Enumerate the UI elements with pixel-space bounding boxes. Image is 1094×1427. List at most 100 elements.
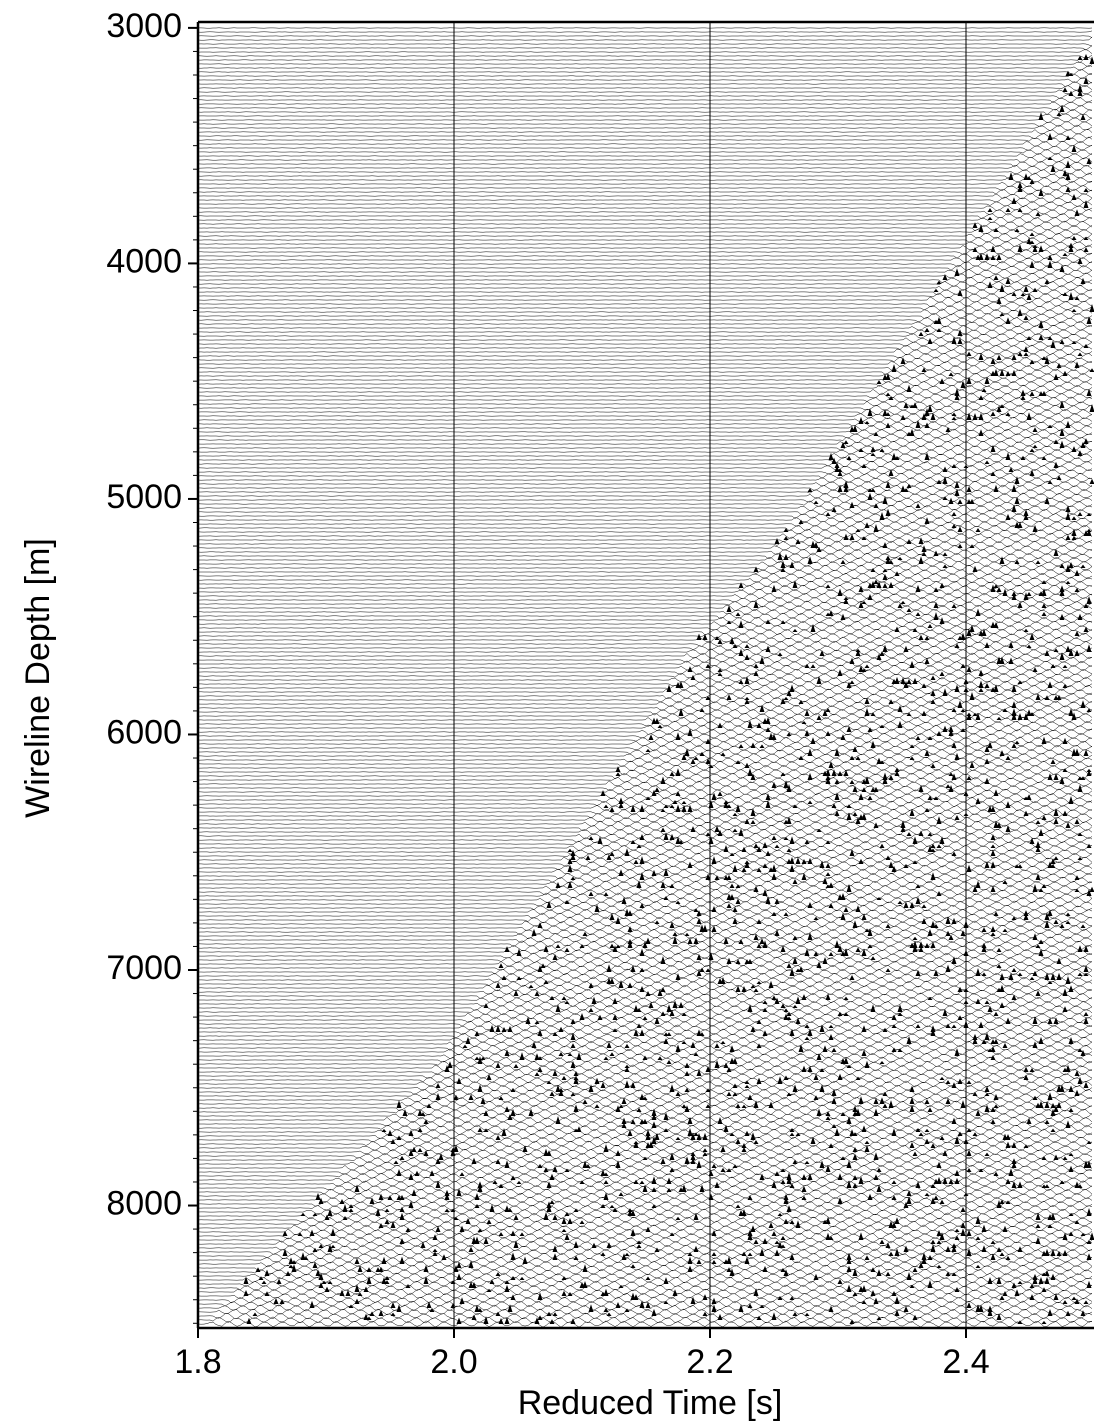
trace (197, 1072, 1093, 1080)
trace (197, 612, 1093, 620)
trace (197, 200, 1093, 208)
trace (197, 1252, 1093, 1260)
trace (197, 456, 1093, 464)
trace (197, 812, 1093, 820)
trace (197, 220, 1093, 228)
trace (198, 1268, 1093, 1276)
trace (197, 352, 1093, 359)
trace (197, 1160, 1093, 1168)
trace (197, 320, 1093, 328)
trace (198, 744, 1093, 752)
trace (197, 153, 1093, 160)
trace (197, 176, 1093, 184)
trace (197, 97, 1093, 104)
trace (198, 552, 1093, 560)
trace (198, 660, 1093, 668)
trace (197, 305, 1093, 312)
trace (197, 232, 1093, 240)
trace (197, 85, 1093, 91)
trace (197, 389, 1093, 396)
trace (197, 872, 1093, 880)
trace (197, 248, 1093, 256)
trace (197, 768, 1093, 776)
trace (197, 392, 1093, 400)
y-tick-label: 4000 (106, 242, 182, 280)
trace (197, 480, 1093, 488)
trace (197, 1108, 1093, 1116)
trace (197, 172, 1093, 180)
trace (197, 536, 1093, 544)
trace (197, 360, 1093, 368)
trace (197, 69, 1093, 75)
trace-peaks (243, 53, 1094, 1324)
trace (197, 712, 1093, 720)
trace (197, 1240, 1093, 1248)
trace (197, 308, 1093, 316)
trace (197, 224, 1093, 232)
trace (197, 576, 1093, 584)
y-tick-label: 3000 (106, 7, 182, 45)
trace (197, 30, 1093, 33)
trace (197, 57, 1093, 63)
trace (197, 736, 1093, 744)
trace (198, 121, 1093, 127)
trace (197, 680, 1093, 688)
trace (197, 1176, 1093, 1184)
trace (197, 169, 1093, 175)
trace (197, 1164, 1093, 1172)
trace (197, 848, 1093, 856)
trace (197, 420, 1093, 428)
trace (197, 528, 1093, 536)
trace (198, 540, 1093, 548)
trace (197, 460, 1093, 468)
trace (197, 1100, 1093, 1108)
trace (198, 244, 1093, 251)
trace (197, 788, 1093, 796)
trace (197, 792, 1093, 800)
trace (197, 117, 1093, 123)
trace (197, 1112, 1093, 1120)
trace (197, 328, 1093, 336)
trace (197, 1244, 1093, 1252)
trace (197, 904, 1093, 912)
trace (197, 61, 1093, 67)
trace (197, 928, 1093, 936)
x-axis-title: Reduced Time [s] (518, 1384, 783, 1422)
trace (197, 700, 1093, 708)
trace (197, 396, 1093, 404)
trace (198, 996, 1093, 1004)
trace (197, 732, 1093, 740)
trace (197, 844, 1093, 852)
trace (197, 800, 1093, 808)
trace (197, 1124, 1093, 1132)
trace (197, 696, 1093, 704)
trace (197, 1316, 1093, 1324)
trace (198, 196, 1093, 204)
trace (197, 824, 1093, 832)
trace (197, 900, 1093, 908)
trace (197, 212, 1093, 220)
trace (198, 72, 1093, 79)
trace (197, 852, 1093, 860)
trace (197, 1012, 1093, 1020)
trace (198, 784, 1093, 792)
trace (197, 892, 1093, 900)
trace (197, 356, 1093, 364)
trace (197, 236, 1093, 244)
trace (197, 1320, 1093, 1328)
trace (197, 1236, 1093, 1244)
trace (197, 400, 1093, 407)
trace (197, 912, 1093, 920)
trace (197, 532, 1093, 540)
trace (197, 816, 1093, 824)
trace (197, 1136, 1093, 1144)
trace (197, 724, 1093, 732)
trace (198, 924, 1093, 932)
trace (197, 524, 1093, 532)
trace (197, 908, 1093, 916)
trace (197, 1040, 1093, 1048)
trace (197, 89, 1093, 95)
trace (197, 628, 1093, 636)
trace (198, 78, 1093, 84)
y-tick-label: 5000 (106, 478, 182, 516)
